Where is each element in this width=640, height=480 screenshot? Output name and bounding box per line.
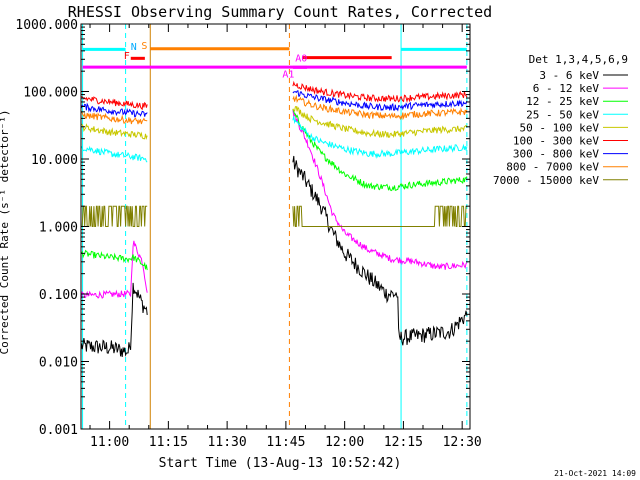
series-7-trace-1 — [80, 111, 148, 125]
flag-label-0: N — [131, 42, 137, 53]
series-4-trace-2 — [292, 106, 468, 139]
flag-label-1: S — [141, 41, 147, 52]
x-tick-label-2: 11:30 — [208, 435, 247, 450]
y-axis-label: Corrected Count Rate (s⁻¹ detector⁻¹) — [0, 109, 11, 354]
series-2-trace-2 — [292, 109, 468, 192]
x-tick-label-6: 12:30 — [443, 435, 482, 450]
x-axis-label: Start Time (13-Aug-13 10:52:42) — [159, 456, 402, 471]
x-tick-label-5: 12:15 — [384, 435, 423, 450]
flag-label-4: A1 — [282, 70, 294, 81]
legend-label-5: 100 - 300 keV — [513, 135, 599, 148]
x-tick-label-4: 12:00 — [325, 435, 364, 450]
series-0-trace-2 — [292, 155, 468, 346]
legend-label-0: 3 - 6 keV — [539, 69, 599, 82]
y-tick-label-6: 0.001 — [39, 423, 78, 438]
series-1-trace-2 — [292, 109, 468, 270]
series-6-trace-2 — [292, 89, 468, 112]
series-3-trace-1 — [80, 145, 148, 163]
series-7-trace-2 — [292, 94, 468, 121]
series-1-trace-1 — [80, 240, 148, 299]
series-4-trace-1 — [81, 123, 148, 141]
x-tick-label-3: 11:45 — [266, 435, 305, 450]
y-tick-label-1: 100.000 — [23, 86, 78, 101]
y-tick-label-0: 1000.000 — [15, 18, 78, 33]
flag-label-2: F — [124, 51, 130, 62]
series-5-trace-1 — [81, 96, 148, 111]
y-tick-label-2: 10.000 — [31, 153, 78, 168]
flag-label-3: A0 — [295, 53, 307, 64]
legend-label-4: 50 - 100 keV — [520, 121, 600, 134]
series-3-trace-2 — [292, 115, 468, 159]
x-tick-label-0: 11:00 — [90, 435, 129, 450]
y-tick-label-4: 0.100 — [39, 288, 78, 303]
timestamp: 21-Oct-2021 14:09 — [554, 469, 636, 478]
legend-label-8: 7000 - 15000 keV — [493, 174, 599, 187]
series-0-trace-1 — [80, 282, 148, 358]
series-8-trace-2 — [292, 205, 467, 227]
legend-label-1: 6 - 12 keV — [533, 82, 600, 95]
chart-title: RHESSI Observing Summary Count Rates, Co… — [68, 3, 492, 21]
series-6-trace-1 — [80, 102, 148, 118]
legend-label-6: 300 - 800 keV — [513, 148, 599, 161]
legend-label-3: 25 - 50 keV — [526, 108, 599, 121]
legend-title: Det 1,3,4,5,6,9 — [529, 53, 628, 66]
y-tick-label-3: 1.000 — [39, 221, 78, 236]
series-2-trace-1 — [80, 249, 148, 271]
legend-label-7: 800 - 7000 keV — [506, 161, 599, 174]
y-tick-label-5: 0.010 — [39, 356, 78, 371]
series-8-trace-1 — [81, 205, 148, 227]
legend-label-2: 12 - 25 keV — [526, 95, 599, 108]
series-5-trace-2 — [292, 80, 468, 104]
x-tick-label-1: 11:15 — [149, 435, 188, 450]
